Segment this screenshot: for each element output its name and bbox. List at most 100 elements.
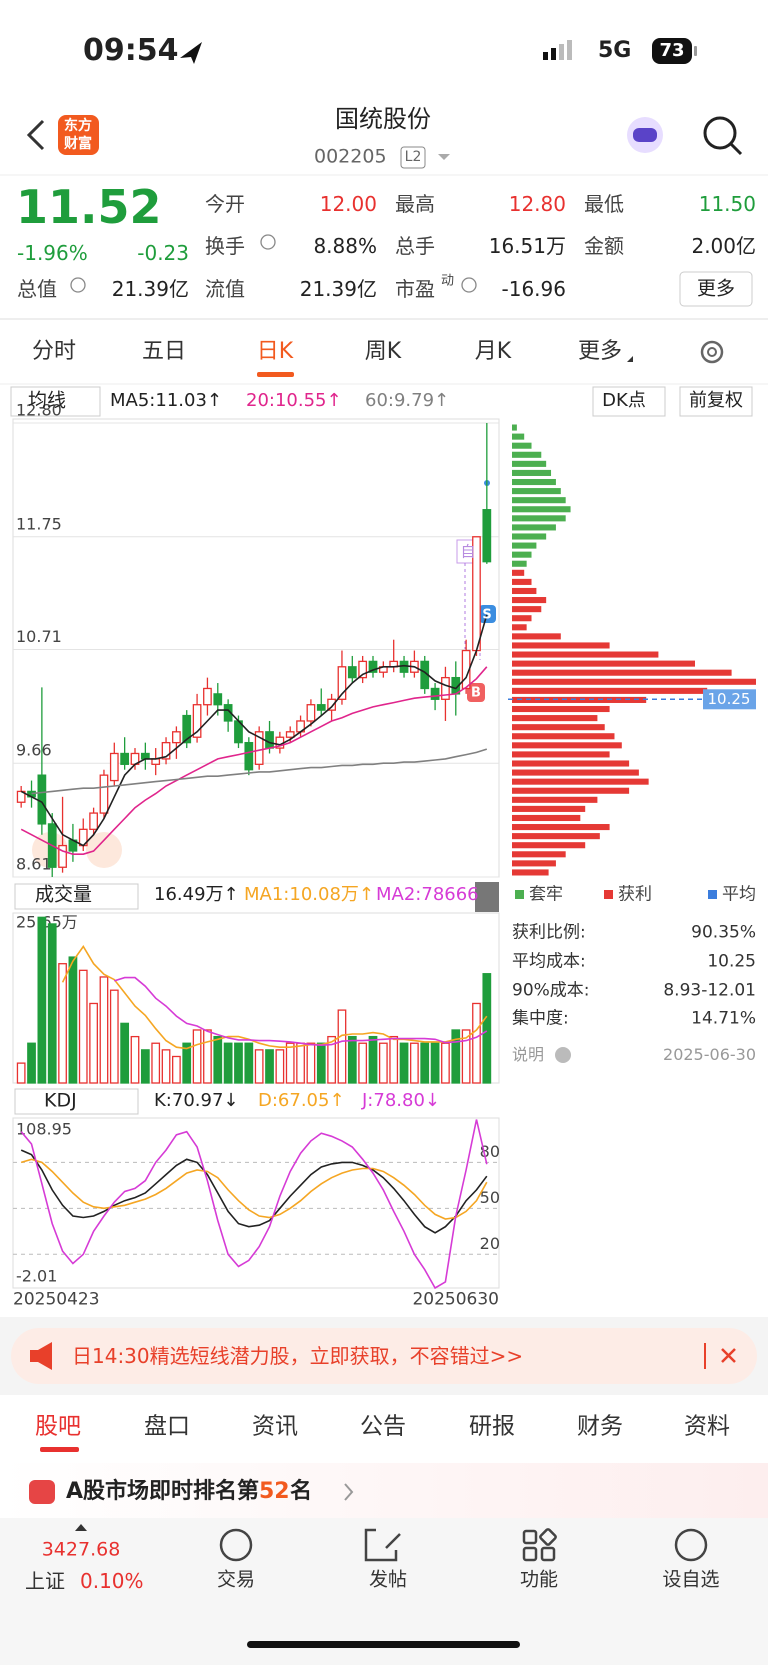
volume-bar [27, 1042, 36, 1084]
chip-bar [512, 660, 695, 667]
index-value[interactable]: 3427.68 [41, 1538, 121, 1561]
legend-label: 平均 [722, 884, 756, 905]
tab[interactable]: 月K [474, 339, 512, 364]
rank-row[interactable] [0, 1463, 768, 1518]
tab[interactable]: 财务 [577, 1413, 623, 1440]
kdj-selector[interactable]: KDJ [44, 1089, 77, 1112]
candle-body [337, 666, 347, 700]
volume-bar [109, 989, 119, 1084]
field-label: 金额 [584, 234, 624, 258]
tab[interactable]: 公告 [360, 1413, 406, 1440]
tab[interactable]: 股吧 [35, 1413, 81, 1440]
adjust-button[interactable] [679, 386, 753, 417]
nav-item[interactable]: 发帖 [368, 1568, 408, 1591]
y-tick-label: 8.61 [16, 855, 52, 874]
ma-selector[interactable]: 均线 [28, 389, 67, 412]
chip-bar [512, 796, 598, 803]
tab[interactable]: 资料 [684, 1413, 730, 1440]
info-icon[interactable] [555, 1047, 571, 1063]
info-label: 获利比例: [512, 922, 586, 943]
dropdown-icon[interactable] [438, 154, 450, 160]
tab[interactable]: 分时 [31, 339, 77, 364]
expand-icon[interactable] [86, 832, 122, 868]
candle-body [347, 666, 357, 679]
candle-body [254, 731, 264, 765]
kdj-chart-frame [12, 1117, 500, 1289]
volume-selector[interactable]: 成交量 [35, 883, 93, 906]
kdj-selector[interactable] [14, 1088, 139, 1115]
y-tick-label: 11.75 [16, 514, 62, 533]
tab[interactable]: 日K [256, 339, 294, 364]
field-label: 市盈 [395, 277, 435, 301]
volume-ma-label: MA1:10.08万↑ [244, 884, 374, 905]
volume-bar [192, 1029, 202, 1084]
marker-label: S [482, 608, 491, 623]
field-value: 12.80 [508, 192, 566, 216]
close-icon[interactable] [721, 1348, 736, 1363]
rank-text: 名 [290, 1479, 313, 1504]
chip-bar [512, 824, 610, 831]
chip-bar [512, 769, 639, 776]
tab[interactable]: 更多 [577, 339, 623, 364]
dk-button[interactable]: DK点 [602, 390, 646, 411]
volume-selector[interactable] [14, 883, 139, 910]
volume-bar [68, 956, 78, 1084]
signal-icon [543, 40, 572, 60]
dk-button[interactable] [592, 386, 666, 417]
tab[interactable]: 研报 [469, 1413, 515, 1440]
chip-bar [512, 678, 756, 685]
chip-bar [512, 451, 542, 458]
more-button[interactable]: 更多 [696, 277, 736, 300]
banner[interactable] [11, 1328, 757, 1384]
search-icon[interactable] [703, 116, 737, 150]
volume-bar [130, 1035, 140, 1084]
field-value: 2.00亿 [691, 234, 756, 258]
tab[interactable]: 五日 [141, 339, 187, 364]
legend-swatch [604, 890, 613, 899]
more-button[interactable] [679, 271, 753, 307]
banner-text[interactable]: 日14:30精选短线潜力股，立即获取，不容错过>> [72, 1344, 524, 1368]
volume-bar [234, 1042, 243, 1084]
nav-item[interactable]: 设自选 [662, 1568, 720, 1591]
dropdown-icon [627, 356, 633, 362]
logo[interactable] [58, 115, 99, 155]
chip-bar [512, 606, 542, 613]
volume-bar [265, 1049, 274, 1084]
settings-icon[interactable] [700, 340, 724, 364]
candle-body [89, 812, 98, 830]
tab[interactable]: 周K [364, 339, 402, 364]
volume-ma-line [114, 976, 488, 1047]
back-icon[interactable] [26, 119, 45, 151]
candle-body [37, 774, 47, 825]
nav-item[interactable]: 交易 [216, 1568, 256, 1591]
average-tag [703, 689, 756, 710]
y-tick-label: 20 [480, 1234, 500, 1253]
kdj-label: J:78.80↓ [362, 1090, 440, 1111]
tab[interactable]: 资讯 [252, 1413, 298, 1440]
stock-name: 国统股份 [335, 105, 431, 133]
field-value: 21.39亿 [299, 277, 377, 301]
nav-item[interactable]: 功能 [519, 1568, 559, 1591]
candle-body [327, 698, 336, 711]
expand-button[interactable] [475, 882, 499, 912]
candle-body [430, 687, 440, 700]
ma-selector[interactable] [10, 386, 101, 417]
chip-bar [512, 542, 537, 549]
tab[interactable]: 盘口 [144, 1413, 190, 1440]
chip-bar [512, 551, 532, 558]
volume-bar [182, 1042, 192, 1084]
chip-bar [512, 597, 547, 604]
y-tick-label: 25.65万 [16, 913, 78, 932]
chip-bar [512, 869, 549, 876]
stock-code: 002205 [314, 145, 387, 168]
level: L2 [404, 149, 422, 165]
volume-bar [172, 1055, 181, 1084]
chip-bar [512, 715, 598, 722]
chip-bar [512, 851, 566, 858]
bottom-nav [0, 1518, 768, 1665]
adjust-button[interactable]: 前复权 [689, 390, 743, 411]
volume-ma-label: MA2:78666 [376, 884, 479, 905]
info-icons [70, 234, 477, 293]
clock: 09:54 [83, 33, 179, 68]
network: 5G [598, 38, 632, 63]
